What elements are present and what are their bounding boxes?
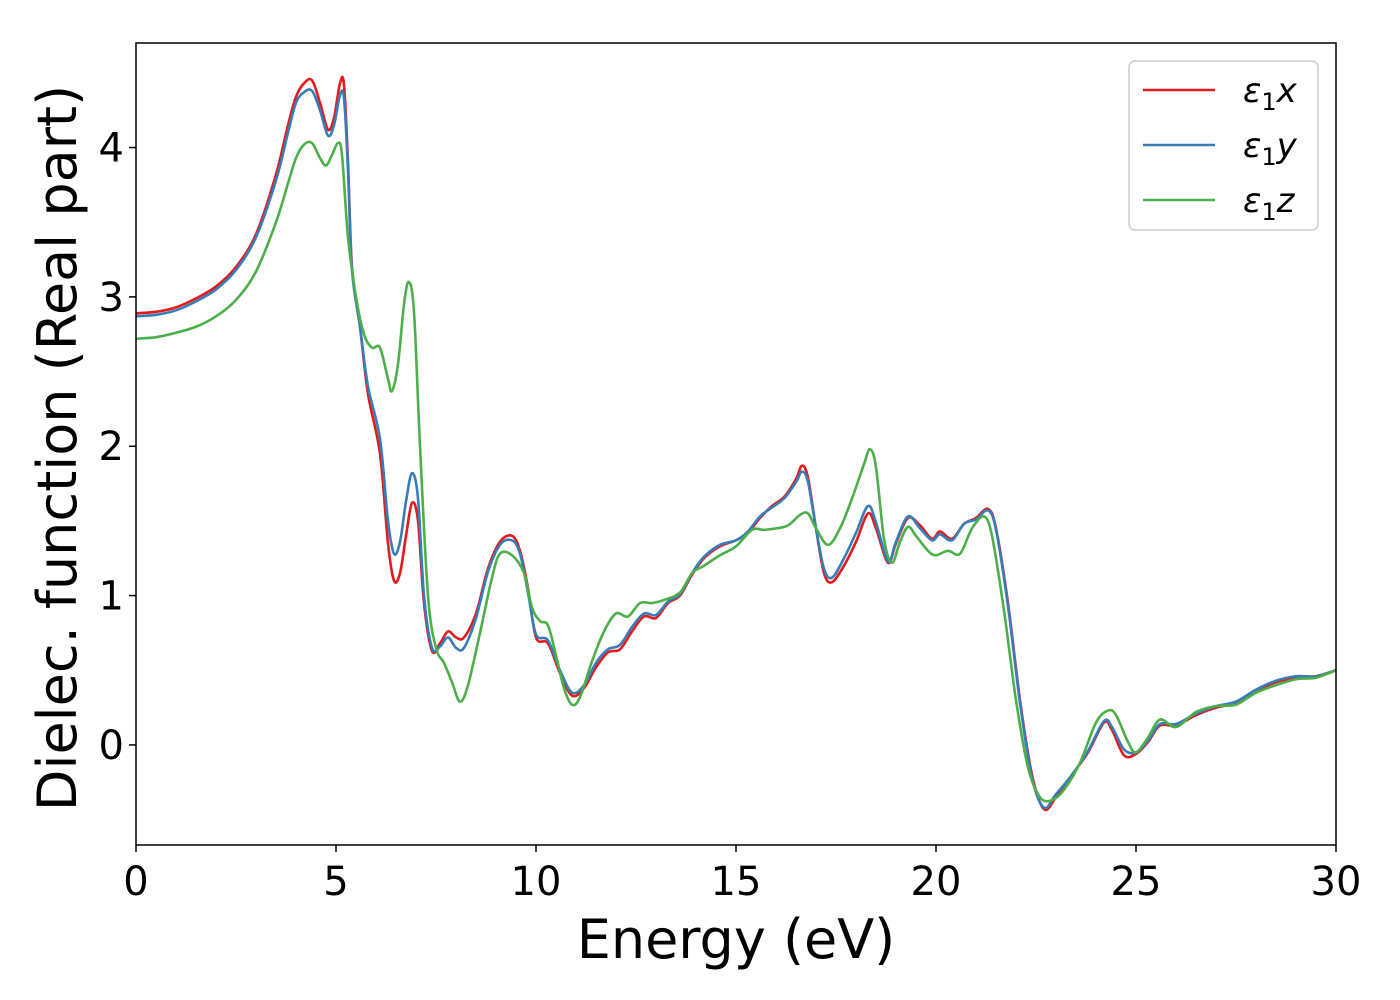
series-line-z [136,140,1336,803]
y-axis: 0 1 2 3 4 [99,126,136,769]
x-tick-label: 5 [323,859,348,905]
legend: ε1x ε1y ε1z [1128,60,1319,231]
legend-label-x: ε1x [1243,71,1298,116]
legend-box [1128,60,1319,231]
x-tick-label: 25 [1111,859,1162,905]
x-axis: 0 5 10 15 20 25 30 [123,845,1361,905]
legend-label-z: ε1z [1243,181,1296,226]
x-tick-label: 10 [511,859,562,905]
y-tick-label: 4 [99,126,124,172]
legend-label-y: ε1y [1243,126,1298,171]
series-layer [136,75,1336,812]
x-tick-label: 0 [123,859,148,905]
y-tick-label: 2 [99,424,124,470]
y-tick-label: 3 [99,275,124,321]
x-tick-label: 15 [711,859,762,905]
x-tick-label: 30 [1311,859,1362,905]
x-tick-label: 20 [911,859,962,905]
y-tick-label: 1 [99,574,124,620]
y-axis-label: Dielec. function (Real part) [26,85,89,811]
x-axis-label: Energy (eV) [577,908,896,971]
y-tick-label: 0 [99,723,124,769]
